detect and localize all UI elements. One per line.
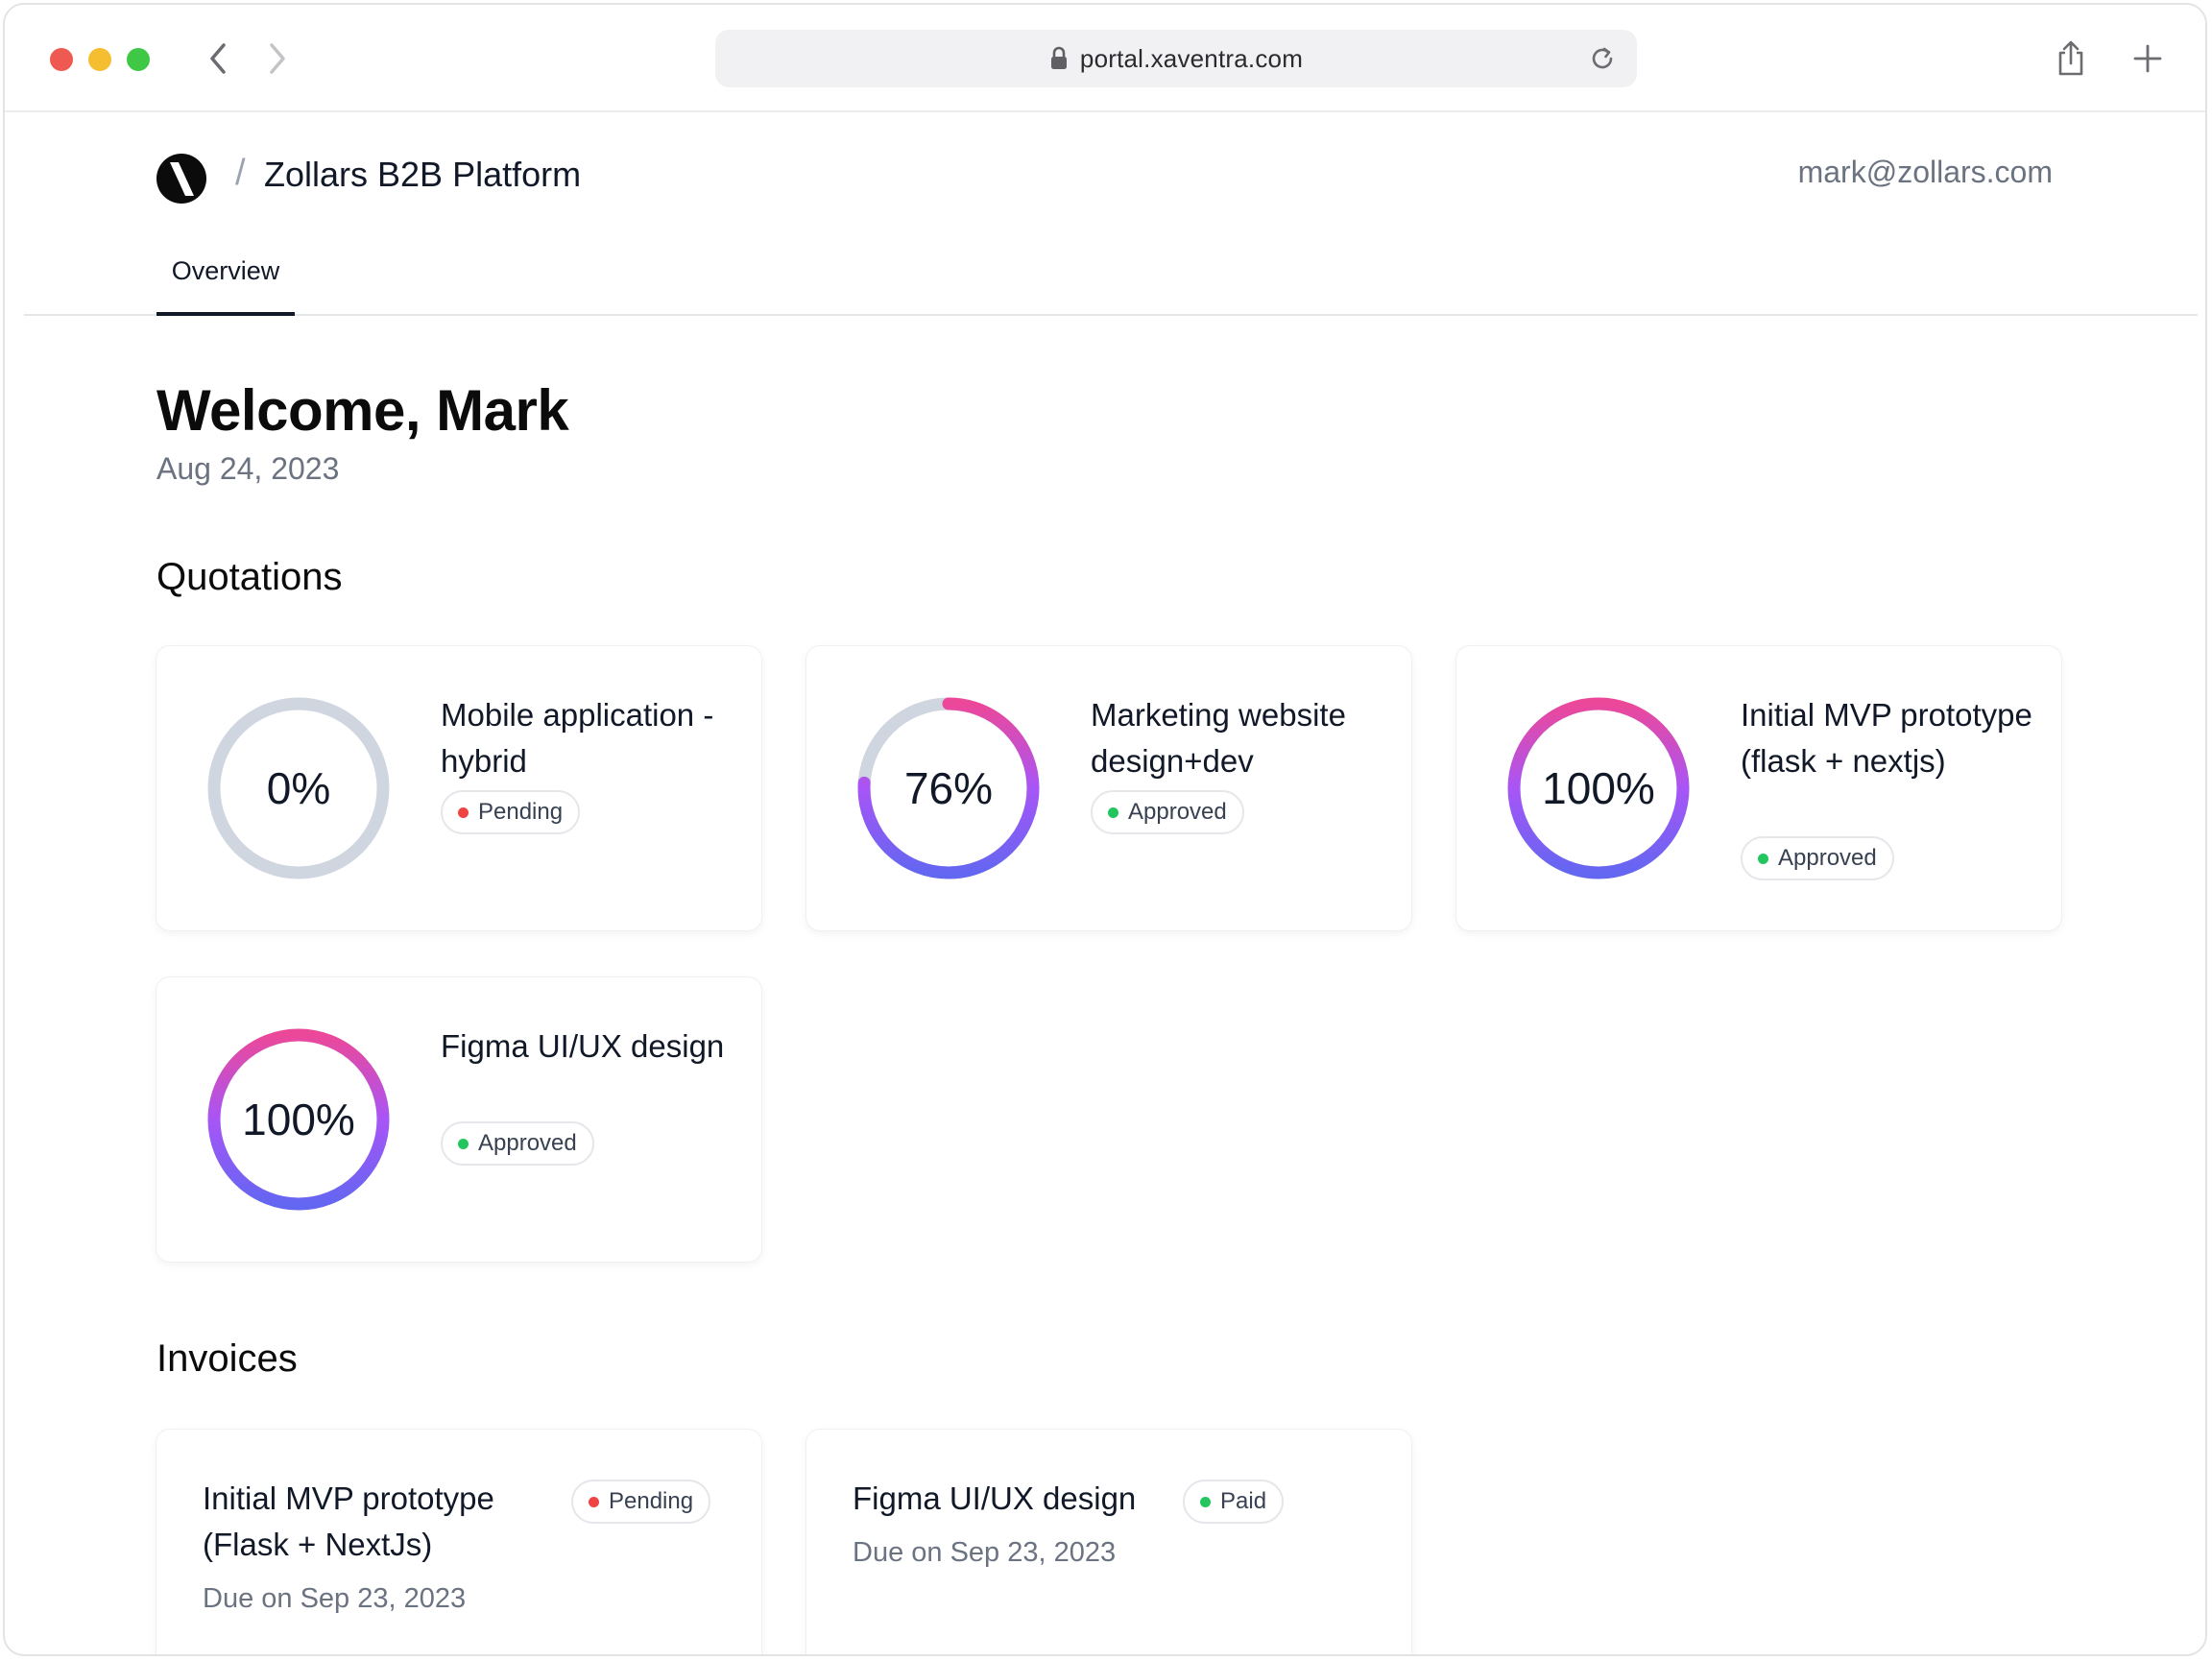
brand-logo-icon [170, 162, 194, 196]
breadcrumb-separator: / [235, 153, 246, 193]
status-badge: Approved [1741, 836, 1894, 880]
progress-value: 76% [903, 763, 994, 813]
progress-arc [1507, 697, 1690, 879]
progress-ring [1507, 697, 1690, 879]
progress-value: 100% [1542, 763, 1655, 813]
status-label: Approved [1128, 799, 1227, 825]
invoice-due-date: Due on Sep 23, 2023 [203, 1583, 467, 1614]
status-badge: Approved [1091, 790, 1244, 834]
reload-icon[interactable] [1587, 43, 1618, 74]
invoice-due-date: Due on Sep 23, 2023 [853, 1537, 1117, 1568]
progress-arc [207, 1028, 390, 1211]
quotation-title: Mobile application - hybrid [441, 697, 714, 779]
status-label: Paid [1220, 1488, 1267, 1514]
quotation-card-mobile-app[interactable]: 0% Mobile application - hybrid Pending [156, 646, 761, 930]
window-controls [50, 48, 150, 71]
status-badge: Approved [441, 1121, 594, 1166]
status-dot [1758, 853, 1768, 864]
quotation-title: Figma UI/UX design [441, 1028, 725, 1064]
tab-overview[interactable]: Overview [156, 256, 295, 316]
tab-overview-label: Overview [171, 256, 280, 285]
status-label: Approved [478, 1130, 577, 1156]
current-date: Aug 24, 2023 [156, 451, 340, 486]
share-icon [2058, 40, 2083, 76]
browser-window: portal.xaventra.com / Zollars B2B Pla [3, 3, 2207, 1656]
status-label: Pending [609, 1488, 694, 1514]
status-badge: Paid [1183, 1480, 1285, 1524]
status-dot [1108, 806, 1118, 818]
status-label: Approved [1778, 845, 1877, 871]
status-badge: Pending [571, 1480, 711, 1524]
share-button[interactable] [2046, 34, 2096, 84]
progress-ring [207, 1028, 390, 1211]
quotation-title: Marketing website design+dev [1091, 697, 1346, 779]
new-tab-button[interactable] [2123, 34, 2173, 84]
lock-icon [1050, 46, 1067, 69]
invoice-title: Initial MVP prototype (Flask + NextJs) [203, 1480, 494, 1562]
status-dot [589, 1496, 599, 1507]
active-tab-indicator [156, 312, 295, 316]
browser-toolbar: portal.xaventra.com [5, 5, 2205, 112]
quotation-card-marketing-website[interactable]: 76% Marketing website design+dev Approve… [806, 646, 1411, 930]
progress-ring [207, 697, 390, 879]
product-name[interactable]: Zollars B2B Platform [264, 155, 582, 194]
invoice-card-figma-design[interactable]: Figma UI/UX design Paid Due on Sep 23, 2… [806, 1430, 1411, 1654]
header-divider [24, 314, 2198, 316]
chevron-right-icon [270, 43, 285, 74]
status-dot [1200, 1496, 1211, 1507]
forward-button[interactable] [252, 34, 302, 84]
zoom-window-button[interactable] [127, 48, 150, 71]
page-header: / Zollars B2B Platform mark@zollars.com … [5, 112, 2205, 316]
plus-icon [2133, 44, 2162, 73]
progress-track [207, 697, 390, 879]
quotation-title: Initial MVP prototype (flask + nextjs) [1741, 697, 2032, 779]
welcome-heading: Welcome, Mark [156, 378, 569, 443]
invoice-title: Figma UI/UX design [853, 1480, 1137, 1516]
close-window-button[interactable] [50, 48, 73, 71]
user-email[interactable]: mark@zollars.com [1797, 155, 2053, 189]
progress-value: 100% [242, 1095, 355, 1144]
invoice-card-initial-mvp[interactable]: Initial MVP prototype (Flask + NextJs) P… [156, 1430, 761, 1654]
status-dot [458, 806, 469, 818]
status-dot [458, 1138, 469, 1149]
status-label: Pending [478, 799, 564, 825]
progress-ring [857, 697, 1040, 879]
invoices-title: Invoices [156, 1337, 298, 1380]
brand-logo[interactable] [156, 154, 206, 204]
quotations-title: Quotations [156, 556, 343, 598]
quotation-card-figma-design[interactable]: 100% Figma UI/UX design Approved [156, 977, 761, 1262]
chevron-left-icon [210, 43, 226, 74]
address-bar[interactable]: portal.xaventra.com [715, 30, 1637, 87]
progress-arc [857, 697, 1040, 879]
progress-value: 0% [266, 763, 331, 813]
minimize-window-button[interactable] [88, 48, 111, 71]
back-button[interactable] [193, 34, 243, 84]
status-badge: Pending [441, 790, 581, 834]
quotation-card-initial-mvp[interactable]: 100% Initial MVP prototype (flask + next… [1456, 646, 2061, 930]
url-text: portal.xaventra.com [1079, 43, 1304, 73]
